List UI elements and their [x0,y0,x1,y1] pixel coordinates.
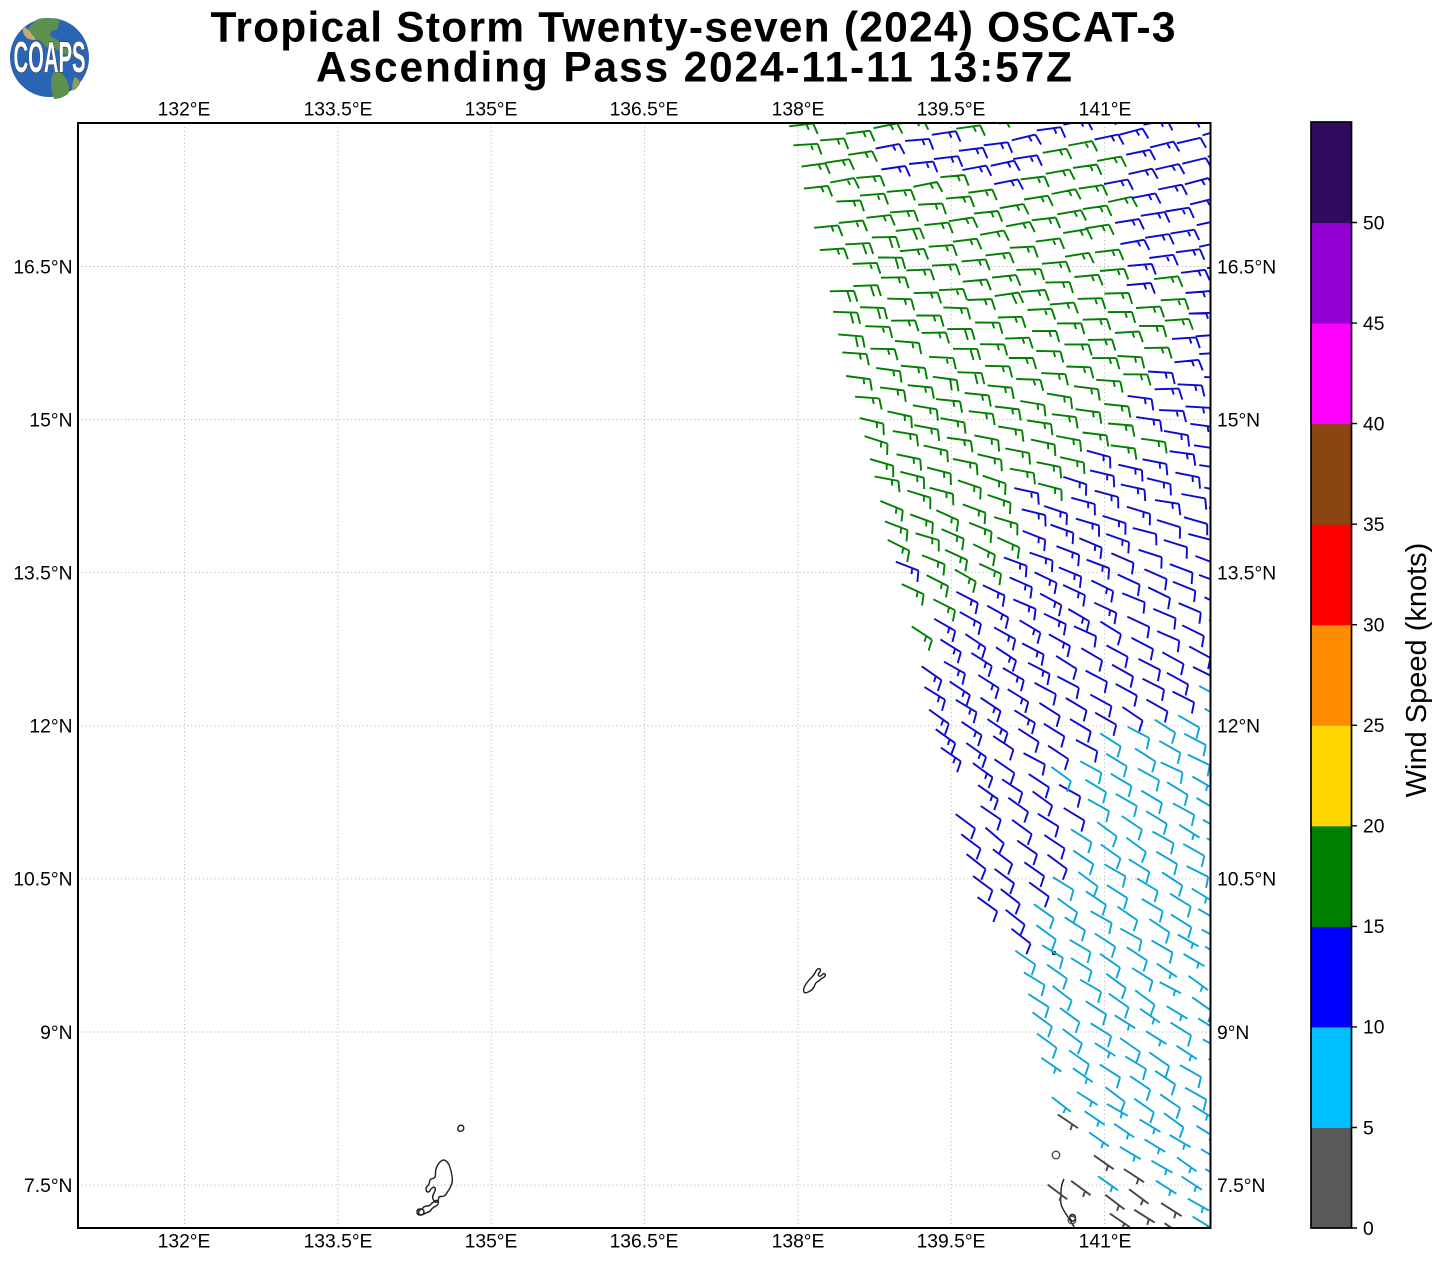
svg-text:Wind Speed (knots): Wind Speed (knots) [1401,543,1433,798]
svg-text:COAPS: COAPS [13,34,85,82]
svg-text:132°E: 132°E [158,99,211,120]
svg-text:132°E: 132°E [158,1231,211,1252]
svg-text:10.5°N: 10.5°N [13,870,72,891]
svg-text:141°E: 141°E [1079,99,1132,120]
svg-text:50: 50 [1363,213,1384,234]
svg-text:136.5°E: 136.5°E [610,99,679,120]
svg-text:20: 20 [1363,817,1384,838]
svg-text:138°E: 138°E [772,99,825,120]
svg-text:136.5°E: 136.5°E [610,1231,679,1252]
svg-text:10: 10 [1363,1018,1384,1039]
svg-text:30: 30 [1363,616,1384,637]
svg-text:16.5°N: 16.5°N [1217,257,1276,278]
svg-text:15°N: 15°N [29,410,72,431]
svg-text:139.5°E: 139.5°E [917,99,986,120]
svg-text:15: 15 [1363,917,1384,938]
svg-text:13.5°N: 13.5°N [1217,564,1276,585]
svg-text:7.5°N: 7.5°N [24,1176,72,1197]
svg-text:141°E: 141°E [1079,1231,1132,1252]
svg-text:45: 45 [1363,314,1384,335]
svg-text:12°N: 12°N [29,717,72,738]
svg-text:133.5°E: 133.5°E [304,1231,373,1252]
svg-text:5: 5 [1363,1118,1374,1139]
svg-text:Ascending Pass 2024-11-11 13:5: Ascending Pass 2024-11-11 13:57Z [316,45,1072,92]
svg-text:15°N: 15°N [1217,410,1260,431]
svg-text:13.5°N: 13.5°N [13,564,72,585]
svg-text:135°E: 135°E [465,1231,518,1252]
svg-text:25: 25 [1363,716,1384,737]
svg-text:9°N: 9°N [40,1023,72,1044]
svg-text:12°N: 12°N [1217,717,1260,738]
svg-text:138°E: 138°E [772,1231,825,1252]
svg-text:Tropical Storm Twenty-seven (2: Tropical Storm Twenty-seven (2024) OSCAT… [211,5,1176,52]
svg-text:35: 35 [1363,515,1384,536]
svg-text:133.5°E: 133.5°E [304,99,373,120]
svg-text:10.5°N: 10.5°N [1217,870,1276,891]
svg-text:0: 0 [1363,1219,1374,1240]
svg-text:9°N: 9°N [1217,1023,1249,1044]
svg-text:16.5°N: 16.5°N [13,257,72,278]
svg-text:139.5°E: 139.5°E [917,1231,986,1252]
svg-text:40: 40 [1363,414,1384,435]
svg-text:135°E: 135°E [465,99,518,120]
svg-text:7.5°N: 7.5°N [1217,1176,1265,1197]
